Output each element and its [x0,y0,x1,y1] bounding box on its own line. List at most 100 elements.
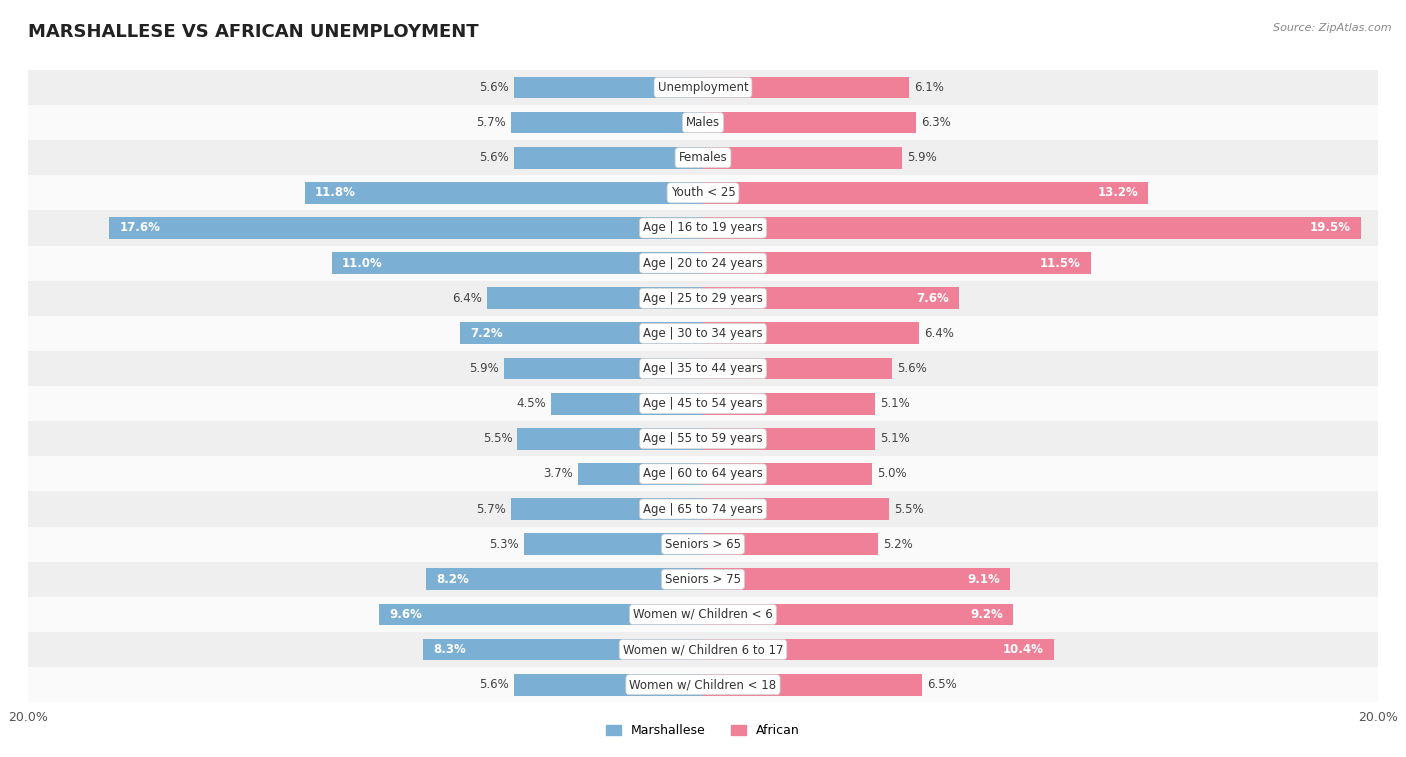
Text: Age | 45 to 54 years: Age | 45 to 54 years [643,397,763,410]
Bar [703,288,959,309]
Bar [510,498,703,520]
Text: Age | 16 to 19 years: Age | 16 to 19 years [643,222,763,235]
Text: 7.2%: 7.2% [470,327,503,340]
Bar [510,112,703,133]
Text: 5.7%: 5.7% [475,503,506,516]
Text: Age | 20 to 24 years: Age | 20 to 24 years [643,257,763,269]
Text: 5.1%: 5.1% [880,432,910,445]
Bar [332,252,703,274]
Text: Age | 65 to 74 years: Age | 65 to 74 years [643,503,763,516]
Text: 5.9%: 5.9% [470,362,499,375]
Text: Women w/ Children < 6: Women w/ Children < 6 [633,608,773,621]
Bar [703,322,920,344]
Text: 6.4%: 6.4% [924,327,953,340]
Text: 11.0%: 11.0% [342,257,382,269]
Text: Females: Females [679,151,727,164]
Bar [28,456,1378,491]
Text: 5.6%: 5.6% [479,151,509,164]
Bar [28,70,1378,105]
Bar [703,639,1054,660]
Bar [578,463,703,484]
Bar [28,491,1378,527]
Text: 7.6%: 7.6% [917,291,949,305]
Text: Unemployment: Unemployment [658,81,748,94]
Text: MARSHALLESE VS AFRICAN UNEMPLOYMENT: MARSHALLESE VS AFRICAN UNEMPLOYMENT [28,23,479,41]
Text: Age | 25 to 29 years: Age | 25 to 29 years [643,291,763,305]
Bar [28,316,1378,351]
Bar [110,217,703,239]
Bar [28,386,1378,421]
Bar [703,463,872,484]
Bar [515,76,703,98]
Text: Age | 60 to 64 years: Age | 60 to 64 years [643,467,763,481]
Bar [703,393,875,415]
Bar [703,217,1361,239]
Bar [28,140,1378,176]
Text: 5.7%: 5.7% [475,116,506,129]
Bar [703,76,908,98]
Bar [703,533,879,555]
Bar [524,533,703,555]
Bar [28,667,1378,702]
Text: 5.9%: 5.9% [907,151,936,164]
Text: 11.5%: 11.5% [1040,257,1081,269]
Text: 13.2%: 13.2% [1098,186,1139,199]
Text: 9.1%: 9.1% [967,573,1000,586]
Bar [28,281,1378,316]
Text: 8.3%: 8.3% [433,643,465,656]
Text: 5.5%: 5.5% [482,432,512,445]
Text: 5.6%: 5.6% [479,678,509,691]
Bar [28,176,1378,210]
Text: Seniors > 65: Seniors > 65 [665,537,741,550]
Text: 5.0%: 5.0% [877,467,907,481]
Text: Source: ZipAtlas.com: Source: ZipAtlas.com [1274,23,1392,33]
Bar [703,498,889,520]
Bar [703,252,1091,274]
Bar [703,112,915,133]
Bar [703,603,1014,625]
Text: Women w/ Children 6 to 17: Women w/ Children 6 to 17 [623,643,783,656]
Bar [426,569,703,590]
Text: 3.7%: 3.7% [543,467,574,481]
Text: Males: Males [686,116,720,129]
Bar [515,674,703,696]
Text: Youth < 25: Youth < 25 [671,186,735,199]
Text: 10.4%: 10.4% [1002,643,1043,656]
Text: 8.2%: 8.2% [436,573,470,586]
Bar [460,322,703,344]
Bar [703,357,891,379]
Text: 5.6%: 5.6% [897,362,927,375]
Text: Age | 35 to 44 years: Age | 35 to 44 years [643,362,763,375]
Bar [703,569,1010,590]
Text: 6.5%: 6.5% [928,678,957,691]
Bar [515,147,703,169]
Bar [703,147,903,169]
Text: 5.6%: 5.6% [479,81,509,94]
Text: 5.5%: 5.5% [894,503,924,516]
Bar [28,597,1378,632]
Text: 5.1%: 5.1% [880,397,910,410]
Text: 5.2%: 5.2% [883,537,914,550]
Text: 4.5%: 4.5% [516,397,546,410]
Legend: Marshallese, African: Marshallese, African [602,719,804,743]
Bar [703,674,922,696]
Text: 6.1%: 6.1% [914,81,943,94]
Bar [28,527,1378,562]
Text: 19.5%: 19.5% [1310,222,1351,235]
Text: 9.6%: 9.6% [389,608,422,621]
Bar [486,288,703,309]
Text: 6.4%: 6.4% [453,291,482,305]
Bar [28,245,1378,281]
Text: Seniors > 75: Seniors > 75 [665,573,741,586]
Bar [28,210,1378,245]
Bar [28,562,1378,597]
Bar [28,632,1378,667]
Text: Women w/ Children < 18: Women w/ Children < 18 [630,678,776,691]
Bar [517,428,703,450]
Bar [28,421,1378,456]
Bar [28,105,1378,140]
Bar [503,357,703,379]
Bar [380,603,703,625]
Bar [28,351,1378,386]
Text: 6.3%: 6.3% [921,116,950,129]
